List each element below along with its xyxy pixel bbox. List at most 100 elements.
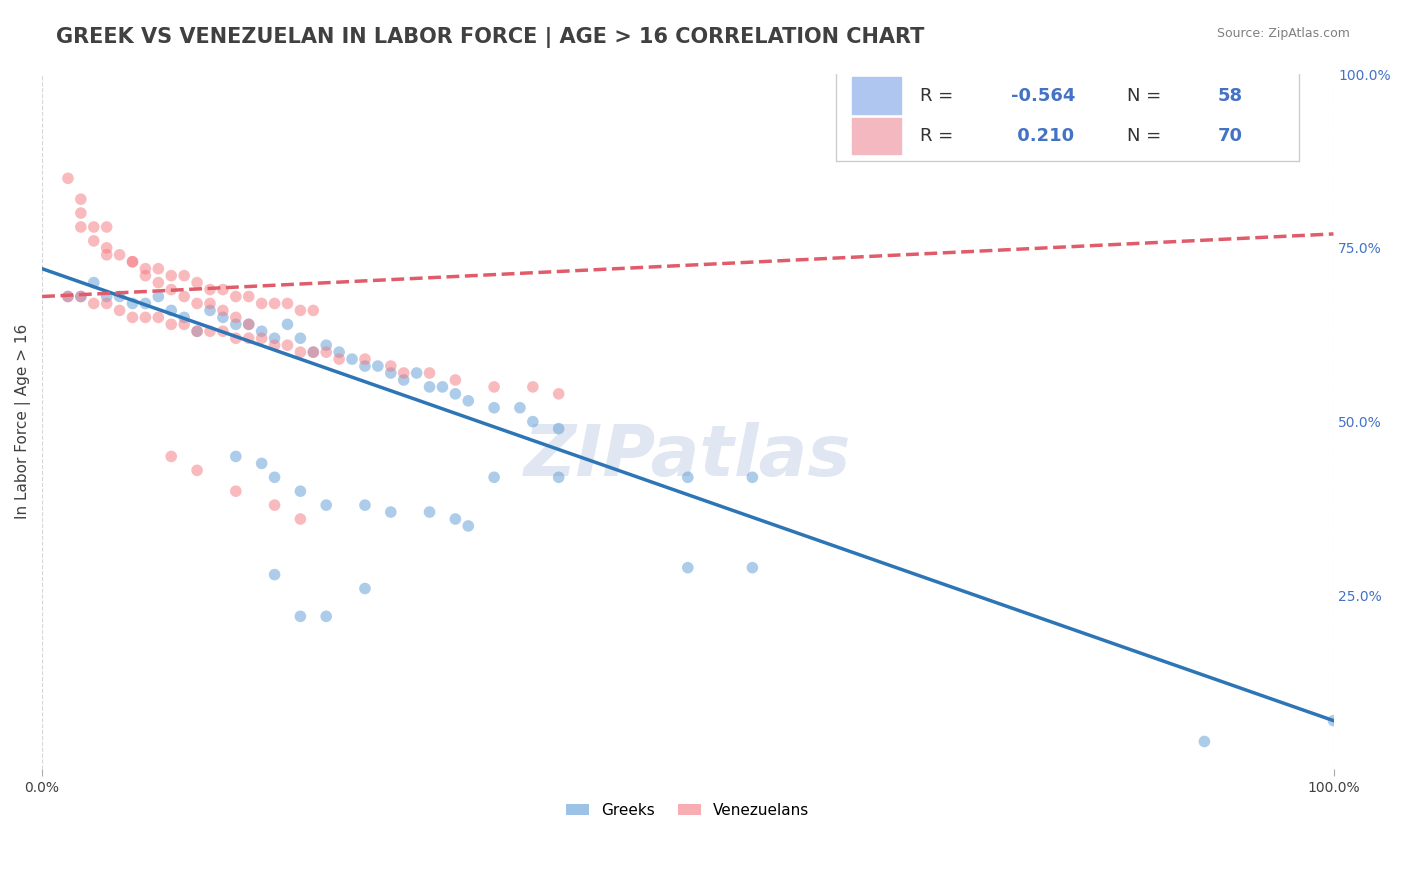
Point [418, 505, 440, 519]
Point [676, 560, 699, 574]
Y-axis label: In Labor Force | Age > 16: In Labor Force | Age > 16 [15, 324, 31, 519]
Text: 0.210: 0.210 [1011, 127, 1074, 145]
Point [238, 318, 260, 332]
Point [160, 318, 183, 332]
Point [238, 331, 260, 345]
Point [380, 505, 402, 519]
Text: ZIPatlas: ZIPatlas [524, 422, 852, 491]
Text: N =: N = [1126, 87, 1167, 104]
Point [290, 303, 312, 318]
Point [354, 498, 377, 512]
Point [148, 276, 170, 290]
Point [225, 310, 247, 325]
Point [457, 393, 479, 408]
Point [315, 609, 337, 624]
FancyBboxPatch shape [852, 78, 901, 113]
Point [225, 484, 247, 499]
Point [1322, 714, 1344, 728]
Point [392, 366, 415, 380]
Text: 58: 58 [1218, 87, 1243, 104]
Point [482, 401, 505, 415]
Point [328, 352, 350, 367]
Point [70, 219, 93, 234]
Point [212, 310, 235, 325]
Point [121, 310, 143, 325]
Text: GREEK VS VENEZUELAN IN LABOR FORCE | AGE > 16 CORRELATION CHART: GREEK VS VENEZUELAN IN LABOR FORCE | AGE… [56, 27, 925, 48]
Point [457, 519, 479, 533]
Point [160, 268, 183, 283]
Point [547, 387, 569, 401]
Point [108, 303, 131, 318]
Point [444, 373, 467, 387]
Point [56, 289, 79, 303]
Point [432, 380, 454, 394]
Point [198, 296, 221, 310]
Point [134, 261, 156, 276]
Point [302, 345, 325, 359]
Point [354, 352, 377, 367]
Text: R =: R = [921, 127, 959, 145]
Point [380, 359, 402, 373]
Point [250, 324, 273, 338]
Point [418, 380, 440, 394]
Point [263, 567, 285, 582]
Point [56, 289, 79, 303]
Point [173, 318, 195, 332]
Point [315, 338, 337, 352]
Point [263, 296, 285, 310]
Point [134, 310, 156, 325]
Point [198, 283, 221, 297]
Point [340, 352, 363, 367]
Point [198, 324, 221, 338]
Point [315, 345, 337, 359]
Point [160, 283, 183, 297]
Point [160, 450, 183, 464]
Point [225, 289, 247, 303]
Point [290, 512, 312, 526]
Point [173, 310, 195, 325]
Point [186, 324, 208, 338]
Point [380, 366, 402, 380]
FancyBboxPatch shape [852, 118, 901, 154]
Text: Source: ZipAtlas.com: Source: ZipAtlas.com [1216, 27, 1350, 40]
Point [547, 422, 569, 436]
Point [121, 254, 143, 268]
Text: N =: N = [1126, 127, 1167, 145]
Point [547, 470, 569, 484]
Point [96, 289, 118, 303]
Point [225, 450, 247, 464]
Point [134, 296, 156, 310]
Point [1194, 734, 1216, 748]
Point [354, 582, 377, 596]
Point [741, 560, 763, 574]
Point [250, 331, 273, 345]
Point [302, 345, 325, 359]
FancyBboxPatch shape [837, 67, 1299, 161]
Point [482, 380, 505, 394]
Point [328, 345, 350, 359]
Point [263, 470, 285, 484]
Point [290, 484, 312, 499]
Point [186, 296, 208, 310]
Point [173, 289, 195, 303]
Point [160, 303, 183, 318]
Point [134, 268, 156, 283]
Point [276, 318, 298, 332]
Point [186, 276, 208, 290]
Point [70, 206, 93, 220]
Point [108, 248, 131, 262]
Point [418, 366, 440, 380]
Point [212, 324, 235, 338]
Point [96, 296, 118, 310]
Point [108, 289, 131, 303]
Point [290, 331, 312, 345]
Point [263, 331, 285, 345]
Point [263, 498, 285, 512]
Point [405, 366, 427, 380]
Point [367, 359, 389, 373]
Point [186, 463, 208, 477]
Point [83, 276, 105, 290]
Point [302, 303, 325, 318]
Point [250, 456, 273, 470]
Point [148, 261, 170, 276]
